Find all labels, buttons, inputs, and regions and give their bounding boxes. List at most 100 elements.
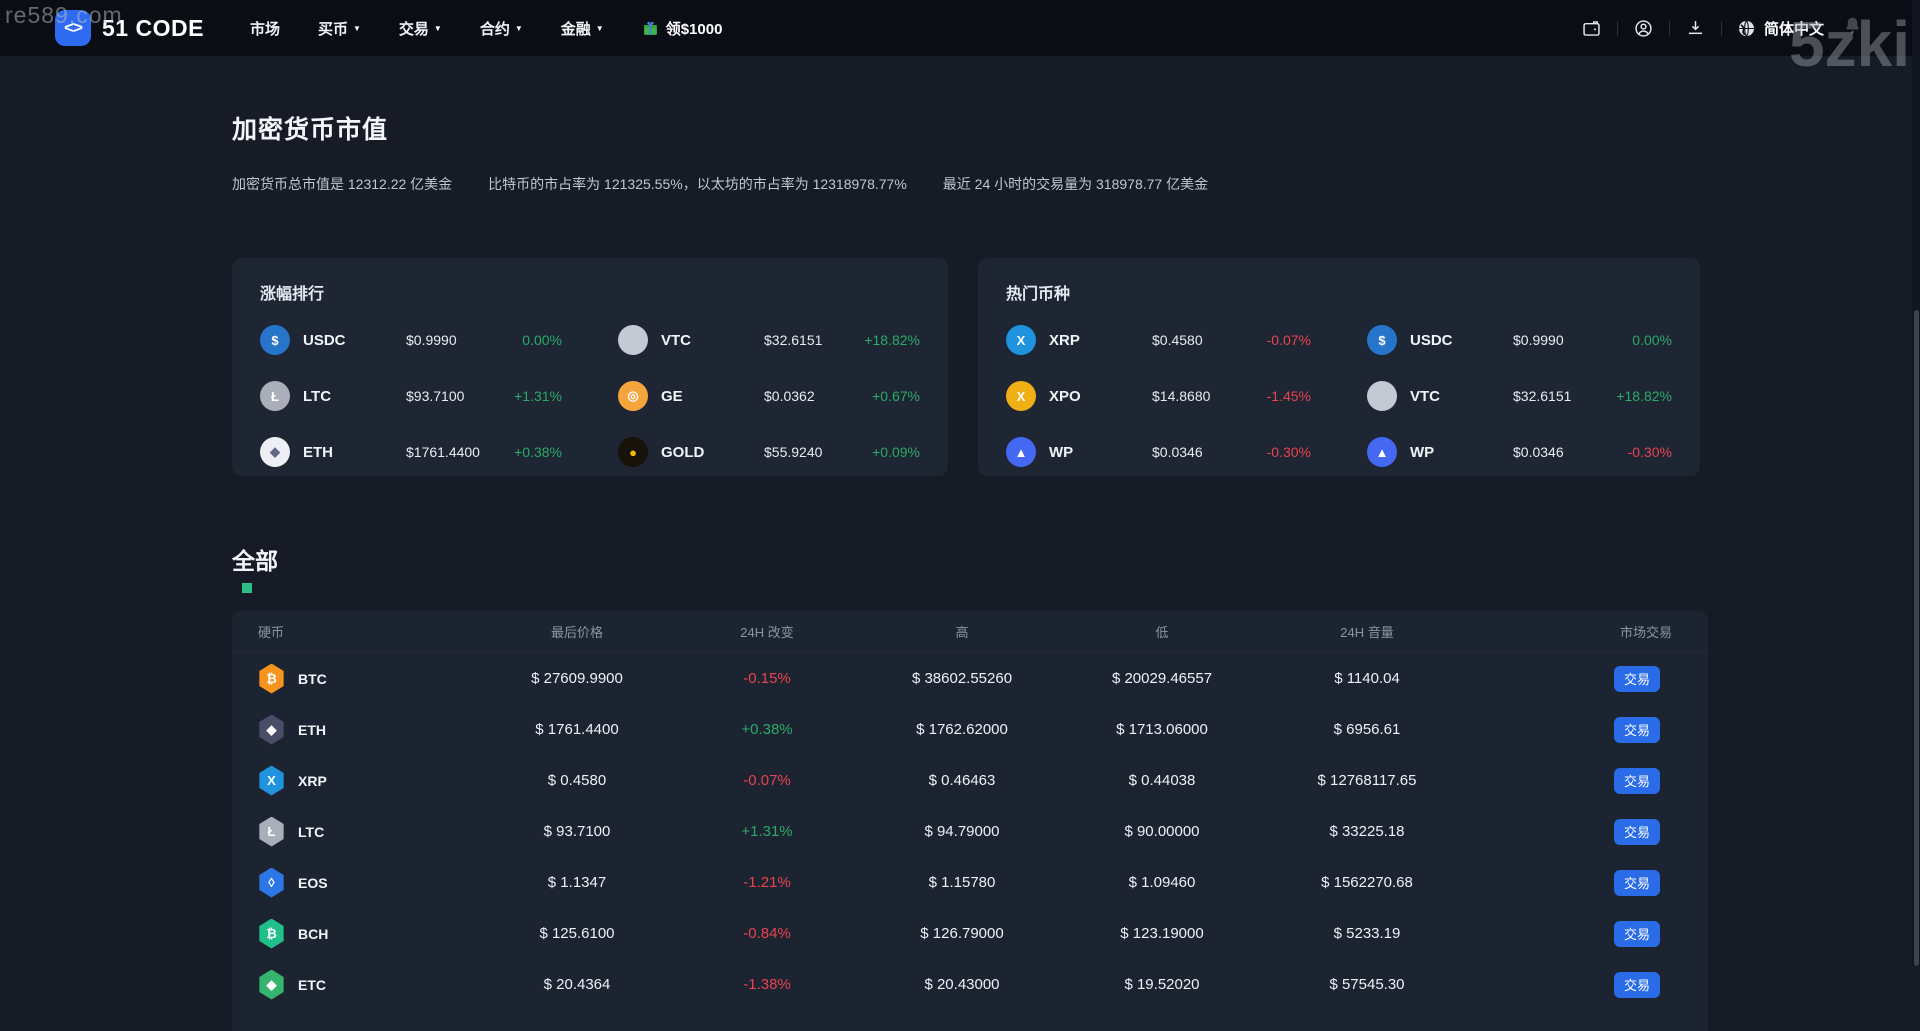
- summary-cards: 涨幅排行 $ USDC $0.9990 0.00% VTC $32.6151 +…: [232, 258, 1708, 476]
- nav-item-finance[interactable]: 金融 ▼: [561, 18, 604, 39]
- brand-logo[interactable]: <> 51 CODE: [55, 10, 204, 46]
- trade-button[interactable]: 交易: [1614, 920, 1660, 947]
- col-header-last-price: 最后价格: [550, 625, 603, 640]
- coin-change: +0.67%: [872, 388, 920, 404]
- low-24h: $ 1.09460: [1128, 874, 1196, 891]
- col-header-coin: 硬币: [258, 625, 285, 640]
- col-header-change: 24H 改变: [740, 625, 794, 640]
- change-24h: -1.38%: [743, 976, 791, 993]
- high-24h: $ 20.43000: [924, 976, 1000, 993]
- eth-icon: ◆: [260, 437, 290, 467]
- coin-quote[interactable]: $ USDC $0.9990 0.00%: [1367, 318, 1672, 362]
- coin-symbol: ETH: [303, 443, 333, 461]
- coin-quote[interactable]: ▲ WP $0.0346 -0.30%: [1006, 430, 1311, 474]
- table-row-ltc[interactable]: Ł LTC $ 93.7100 +1.31% $ 94.79000 $ 90.00…: [232, 806, 1708, 857]
- coin-quote[interactable]: X XRP $0.4580 -0.07%: [1006, 318, 1311, 362]
- bonus-claim-link[interactable]: 领$1000: [642, 18, 723, 39]
- coin-symbol: ETH: [298, 721, 326, 738]
- chevron-down-icon: ▼: [514, 24, 523, 33]
- wallet-icon[interactable]: [1581, 18, 1602, 39]
- market-table: 硬币 最后价格 24H 改变 高 低 24H 音量 市场交易 ₿ BTC $ 27…: [232, 611, 1708, 1031]
- nav-label: 交易: [398, 20, 429, 38]
- coin-quote[interactable]: VTC $32.6151 +18.82%: [618, 318, 920, 362]
- eth-icon: ◆: [259, 714, 284, 745]
- volume-24h: $ 6956.61: [1333, 721, 1401, 738]
- coin-price: $0.0346: [1152, 444, 1203, 460]
- coin-quote[interactable]: ◆ ETH $1761.4400 +0.38%: [260, 430, 562, 474]
- scrollbar-thumb[interactable]: [1914, 310, 1919, 966]
- coin-change: +0.09%: [872, 444, 920, 460]
- tab-all[interactable]: 全部: [232, 548, 278, 574]
- col-header-trade: 市场交易: [1619, 625, 1672, 640]
- chevron-down-icon: ▼: [433, 24, 442, 33]
- coin-change: -0.30%: [1266, 444, 1311, 460]
- usdc-icon: $: [260, 325, 290, 355]
- coin-quote[interactable]: Ł LTC $93.7100 +1.31%: [260, 374, 562, 418]
- stat-total-cap: 加密货币总市值是 12312.22 亿美金: [232, 176, 453, 192]
- trade-button[interactable]: 交易: [1614, 767, 1660, 794]
- vtc-icon: [618, 325, 648, 355]
- last-price: $ 1761.4400: [535, 721, 619, 738]
- change-24h: -0.07%: [743, 772, 791, 789]
- col-header-low: 低: [1155, 625, 1169, 640]
- xrp-icon: X: [259, 765, 284, 796]
- change-24h: -1.21%: [743, 874, 791, 891]
- table-row-bch[interactable]: ₿ BCH $ 125.6100 -0.84% $ 126.79000 $ 123…: [232, 908, 1708, 959]
- trade-button[interactable]: 交易: [1614, 818, 1660, 845]
- coin-quote[interactable]: VTC $32.6151 +18.82%: [1367, 374, 1672, 418]
- usdc-icon: $: [1367, 325, 1397, 355]
- coin-quote[interactable]: ◎ GE $0.0362 +0.67%: [618, 374, 920, 418]
- eos-icon: ◊: [259, 867, 284, 898]
- account-icon[interactable]: [1633, 18, 1654, 39]
- code-logo-icon: <>: [55, 10, 91, 46]
- coin-change: +1.31%: [514, 388, 562, 404]
- coin-price: $93.7100: [406, 388, 465, 404]
- hot-coins-card: 热门币种 X XRP $0.4580 -0.07% $ USDC $0.9990…: [978, 258, 1700, 476]
- coin-quote[interactable]: $ USDC $0.9990 0.00%: [260, 318, 562, 362]
- coin-symbol: VTC: [1410, 387, 1440, 405]
- high-24h: $ 1762.62000: [916, 721, 1008, 738]
- market-cap-stats: 加密货币总市值是 12312.22 亿美金 比特币的市占率为 121325.55…: [232, 174, 1708, 194]
- table-row-eos[interactable]: ◊ EOS $ 1.1347 -1.21% $ 1.15780 $ 1.09460…: [232, 857, 1708, 908]
- high-24h: $ 38602.55260: [911, 670, 1013, 687]
- coin-quote[interactable]: X XPO $14.8680 -1.45%: [1006, 374, 1311, 418]
- nav-label: 买币: [317, 20, 348, 38]
- language-selector[interactable]: 简体中文: [1737, 18, 1824, 39]
- change-24h: -0.84%: [743, 925, 791, 942]
- table-row-etc[interactable]: ◆ ETC $ 20.4364 -1.38% $ 20.43000 $ 19.52…: [232, 959, 1708, 1010]
- table-row-xrp[interactable]: X XRP $ 0.4580 -0.07% $ 0.46463 $ 0.44038…: [232, 755, 1708, 806]
- high-24h: $ 94.79000: [924, 823, 1000, 840]
- nav-item-buy[interactable]: 买币 ▼: [318, 18, 361, 39]
- trade-button[interactable]: 交易: [1614, 971, 1660, 998]
- nav-item-trade[interactable]: 交易 ▼: [399, 18, 442, 39]
- low-24h: $ 90.00000: [1124, 823, 1200, 840]
- vtc-icon: [1367, 381, 1397, 411]
- nav-item-contract[interactable]: 合约 ▼: [480, 18, 523, 39]
- trade-button[interactable]: 交易: [1614, 716, 1660, 743]
- gift-icon: [643, 21, 657, 35]
- coin-quote[interactable]: ● GOLD $55.9240 +0.09%: [618, 430, 920, 474]
- coin-quote[interactable]: ▲ WP $0.0346 -0.30%: [1367, 430, 1672, 474]
- last-price: $ 93.7100: [543, 823, 611, 840]
- last-price: $ 20.4364: [543, 976, 611, 993]
- nav-item-market[interactable]: 市场: [250, 18, 280, 39]
- change-24h: -0.15%: [743, 670, 791, 687]
- coin-price: $14.8680: [1152, 388, 1211, 404]
- globe-icon: [1738, 20, 1755, 36]
- volume-24h: $ 12768117.65: [1317, 772, 1417, 789]
- bch-icon: ₿: [259, 918, 284, 949]
- low-24h: $ 0.44038: [1128, 772, 1196, 789]
- table-row-eth[interactable]: ◆ ETH $ 1761.4400 +0.38% $ 1762.62000 $ 1…: [232, 704, 1708, 755]
- trade-button[interactable]: 交易: [1614, 665, 1660, 692]
- coin-symbol: ETC: [298, 976, 326, 993]
- bonus-label: 领$1000: [665, 20, 723, 38]
- coin-symbol: WP: [1410, 443, 1435, 461]
- trade-button[interactable]: 交易: [1614, 869, 1660, 896]
- coin-symbol: EOS: [298, 874, 328, 891]
- last-price: $ 1.1347: [547, 874, 607, 891]
- coin-price: $0.0362: [764, 388, 815, 404]
- table-row-btc[interactable]: ₿ BTC $ 27609.9900 -0.15% $ 38602.55260 $…: [232, 653, 1708, 704]
- download-app-icon[interactable]: [1685, 18, 1706, 39]
- divider: [1720, 20, 1722, 36]
- coin-change: 0.00%: [1632, 332, 1672, 348]
